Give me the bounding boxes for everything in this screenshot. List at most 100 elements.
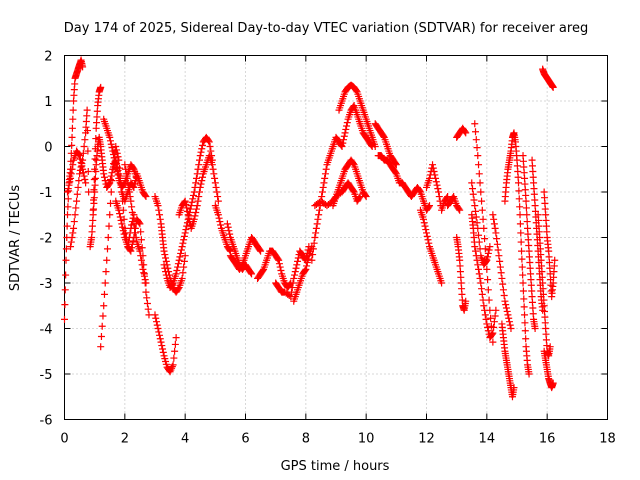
data-point <box>432 178 440 186</box>
data-point <box>98 322 106 330</box>
data-point <box>120 215 128 223</box>
data-point <box>315 206 323 214</box>
data-point <box>67 238 75 246</box>
data-point <box>178 243 186 251</box>
data-point <box>125 183 133 191</box>
series-track-35 <box>498 320 518 401</box>
y-axis-label: SDTVAR / TECUs <box>8 185 23 292</box>
series-track-27 <box>423 161 452 214</box>
data-point <box>491 312 499 320</box>
data-point <box>152 314 160 322</box>
data-point <box>484 286 492 294</box>
data-point <box>217 221 225 229</box>
data-point <box>435 193 443 201</box>
data-point <box>122 165 130 173</box>
data-point <box>546 343 554 351</box>
data-point <box>109 165 117 173</box>
data-point <box>76 152 84 160</box>
x-tick-label: 2 <box>121 432 129 447</box>
data-point <box>475 161 483 169</box>
data-point <box>76 166 84 174</box>
data-point <box>120 180 128 188</box>
series-track-13 <box>175 152 222 232</box>
data-point <box>97 83 105 91</box>
x-tick-label: 18 <box>599 432 616 447</box>
data-point <box>340 132 348 140</box>
data-point <box>168 280 176 288</box>
data-point <box>475 265 483 273</box>
data-point <box>84 127 92 135</box>
data-point <box>319 183 327 191</box>
data-point <box>142 279 150 287</box>
data-point <box>69 115 77 123</box>
data-point <box>302 265 310 273</box>
data-point <box>438 279 446 287</box>
series-track-42 <box>539 65 557 91</box>
data-point <box>492 229 500 237</box>
data-point <box>432 174 440 182</box>
data-point <box>484 327 492 335</box>
data-point <box>66 178 74 186</box>
data-point <box>68 165 76 173</box>
data-point <box>194 197 202 205</box>
data-point <box>515 187 523 195</box>
data-point <box>157 338 165 346</box>
data-point <box>483 265 491 273</box>
data-point <box>161 251 169 259</box>
data-point <box>100 170 108 178</box>
data-point <box>211 174 219 182</box>
data-point <box>173 266 181 274</box>
data-point <box>120 230 128 238</box>
data-point <box>516 220 524 228</box>
data-point <box>68 133 76 141</box>
data-point <box>198 145 206 153</box>
data-point <box>64 185 72 193</box>
data-point <box>123 174 131 182</box>
data-point <box>162 271 170 279</box>
data-point <box>531 325 539 332</box>
data-point <box>109 147 117 155</box>
data-point <box>392 160 400 168</box>
data-point <box>477 279 485 287</box>
data-point <box>315 211 323 219</box>
data-point <box>70 224 78 232</box>
data-point <box>84 168 92 176</box>
x-tick-label: 16 <box>539 432 556 447</box>
data-point <box>156 211 164 219</box>
x-tick-label: 10 <box>358 432 375 447</box>
data-point <box>68 124 76 132</box>
data-point <box>502 301 510 309</box>
y-tick-label: 2 <box>44 50 52 65</box>
data-point <box>132 234 140 241</box>
data-point <box>80 143 88 150</box>
data-point <box>68 141 76 149</box>
data-point <box>274 255 282 263</box>
data-point <box>189 195 197 203</box>
data-point <box>349 187 357 195</box>
data-point <box>289 279 297 287</box>
data-point <box>478 290 486 298</box>
data-point <box>97 332 105 340</box>
data-point <box>352 87 360 95</box>
data-point <box>117 216 125 224</box>
data-point <box>63 222 71 230</box>
data-point <box>474 152 482 160</box>
data-point <box>516 211 524 219</box>
data-point <box>126 193 134 201</box>
data-point <box>444 193 452 201</box>
data-point <box>476 274 484 282</box>
data-point <box>74 183 82 191</box>
data-point <box>188 198 196 206</box>
data-point <box>472 247 480 255</box>
data-point <box>521 311 529 319</box>
data-point <box>115 206 123 214</box>
data-point <box>139 265 147 273</box>
data-point <box>108 169 116 177</box>
data-point <box>343 119 351 127</box>
data-point <box>198 177 206 185</box>
data-point <box>181 197 189 205</box>
data-point <box>290 274 298 282</box>
data-point <box>223 220 231 228</box>
data-point <box>478 206 486 214</box>
data-point <box>174 260 182 268</box>
